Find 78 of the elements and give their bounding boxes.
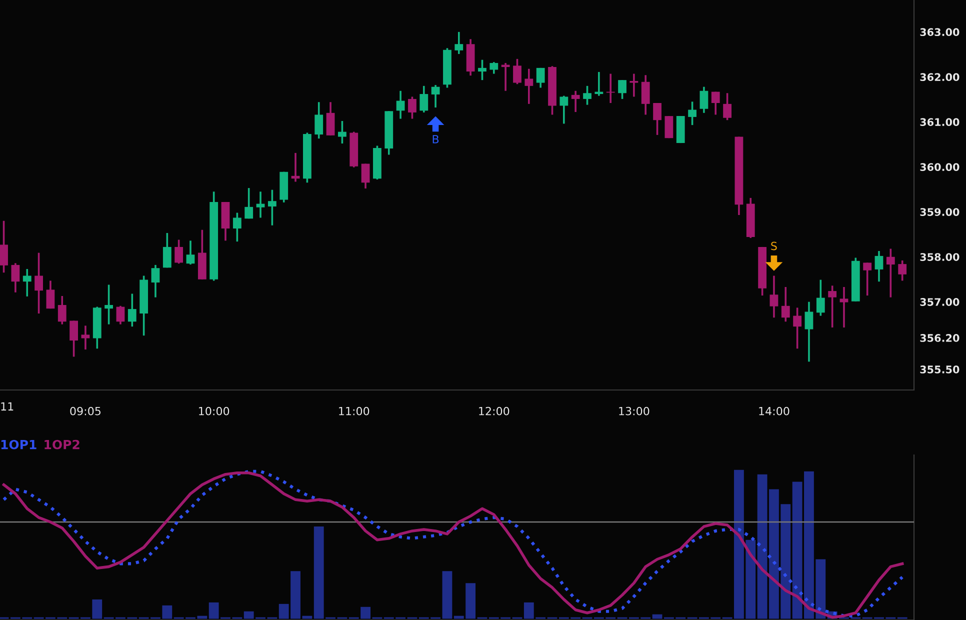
text: 1OP1 [1, 440, 36, 450]
y-tick-label: 360.00 [920, 163, 960, 171]
candlestick [863, 262, 872, 296]
candlestick [886, 248, 895, 298]
candlestick [232, 212, 242, 242]
candlestick [361, 162, 370, 190]
candlestick [781, 286, 790, 323]
candlestick [0, 220, 8, 274]
candlestick [664, 115, 674, 139]
candlestick [490, 61, 498, 75]
candlestick [396, 90, 405, 120]
candlestick [583, 85, 592, 106]
candlestick [454, 31, 464, 55]
candlestick [536, 67, 545, 89]
candlestick [828, 284, 837, 328]
candlestick [22, 268, 32, 298]
candlestick [700, 86, 708, 114]
candlestick [11, 262, 20, 294]
candlestick [70, 320, 78, 358]
candlestick [326, 101, 335, 136]
y-tick-label: 362.00 [920, 73, 960, 82]
candlestick [338, 120, 346, 144]
candlestick [770, 274, 778, 318]
text: 1OP2 [44, 440, 80, 450]
candlestick [874, 250, 884, 282]
candlestick [653, 102, 662, 136]
candlestick [618, 79, 626, 100]
candlestick [571, 90, 580, 113]
candlestick [688, 100, 696, 126]
candlestick [244, 187, 254, 220]
candlestick [314, 101, 324, 140]
candlestick [46, 280, 55, 310]
candlestick [81, 324, 90, 350]
candlestick [524, 68, 534, 105]
candlestick [840, 286, 848, 328]
candlestick [478, 58, 486, 81]
x-tick-label: 10:00 [199, 406, 230, 416]
candlestick [256, 190, 265, 219]
x-tick-label: 11:00 [339, 406, 370, 416]
candlestick [793, 306, 802, 350]
candlestick [723, 92, 732, 122]
bar [442, 571, 452, 619]
x-tick-label: 13:00 [619, 406, 650, 416]
candlestick [630, 72, 638, 98]
candlestick [898, 260, 907, 282]
y-tick-label: 363.00 [920, 28, 960, 36]
bar [652, 614, 662, 619]
candlestick [174, 238, 184, 265]
candlestick [162, 232, 172, 269]
candlestick [804, 300, 814, 363]
y-tick-label: 355.50 [920, 366, 960, 374]
candlestick [816, 278, 825, 317]
y-tick-label: 358.00 [920, 253, 960, 261]
y-tick-label: 357.00 [920, 298, 960, 306]
candlestick [560, 94, 568, 125]
candlestick [128, 292, 136, 328]
candlestick [151, 264, 160, 298]
annotation: S [771, 242, 777, 250]
candlestick [431, 84, 440, 108]
candlestick [420, 85, 428, 114]
y-tick-label: 356.20 [920, 334, 960, 342]
candlestick [58, 295, 66, 326]
candlestick [116, 304, 125, 326]
x-tick-label: 14:00 [759, 406, 790, 416]
x-tick-label: 09:05 [70, 406, 100, 416]
annotation: B [432, 135, 439, 144]
candlestick [641, 74, 650, 116]
y-tick-label: 361.00 [920, 118, 960, 126]
candlestick [513, 58, 522, 86]
y-tick-label: 359.00 [920, 208, 960, 216]
candlestick [268, 188, 276, 226]
text: 11 [1, 402, 14, 410]
candlestick [34, 252, 43, 314]
candlestick [104, 284, 114, 326]
candlestick [711, 90, 720, 116]
candlestick [186, 240, 195, 266]
x-tick-label: 12:00 [479, 406, 510, 416]
candlestick [408, 96, 416, 120]
